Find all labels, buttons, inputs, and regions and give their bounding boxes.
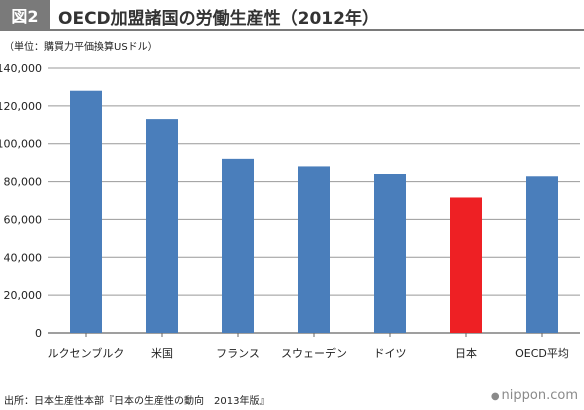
bar (70, 90, 102, 333)
unit-note: （単位：購買力平価換算USドル） (4, 42, 158, 53)
bar (146, 119, 178, 333)
x-tick-label: ドイツ (374, 347, 407, 360)
x-tick-label: 米国 (151, 347, 173, 360)
bar (298, 166, 330, 333)
y-tick-label: 20,000 (4, 289, 43, 302)
brand-dot-icon: ● (490, 391, 500, 402)
header-divider (0, 29, 584, 31)
y-tick-label: 100,000 (0, 138, 42, 151)
brand-logo: ● nippon.com (491, 388, 578, 403)
figure-number-badge: 図2 (0, 0, 50, 29)
x-tick-label: OECD平均 (515, 347, 569, 360)
y-tick-label: 60,000 (4, 213, 43, 226)
y-tick-label: 140,000 (0, 62, 42, 75)
y-tick-label: 0 (35, 327, 42, 340)
bar (222, 158, 254, 333)
brand-text: nippon.com (501, 388, 578, 403)
chart-title: OECD加盟諸国の労働生産性（2012年） (58, 9, 379, 29)
x-tick-label: ルクセンブルク (48, 346, 125, 360)
y-tick-label: 120,000 (0, 100, 42, 113)
x-tick-label: スウェーデン (281, 346, 347, 360)
x-tick-label: 日本 (455, 346, 477, 360)
source-note: 出所：日本生産性本部『日本の生産性の動向 2013年版』 (4, 396, 270, 407)
bar (374, 174, 406, 333)
x-tick-label: フランス (216, 347, 260, 360)
bar (450, 197, 482, 333)
bar (526, 176, 558, 333)
y-tick-label: 40,000 (4, 251, 43, 264)
bar-chart: 0 20,000 40,000 60,000 80,000 100,000 120,000 1… (0, 62, 580, 360)
y-tick-label: 80,000 (4, 176, 43, 189)
figure-header: 図2 OECD加盟諸国の労働生産性（2012年） (0, 0, 584, 31)
